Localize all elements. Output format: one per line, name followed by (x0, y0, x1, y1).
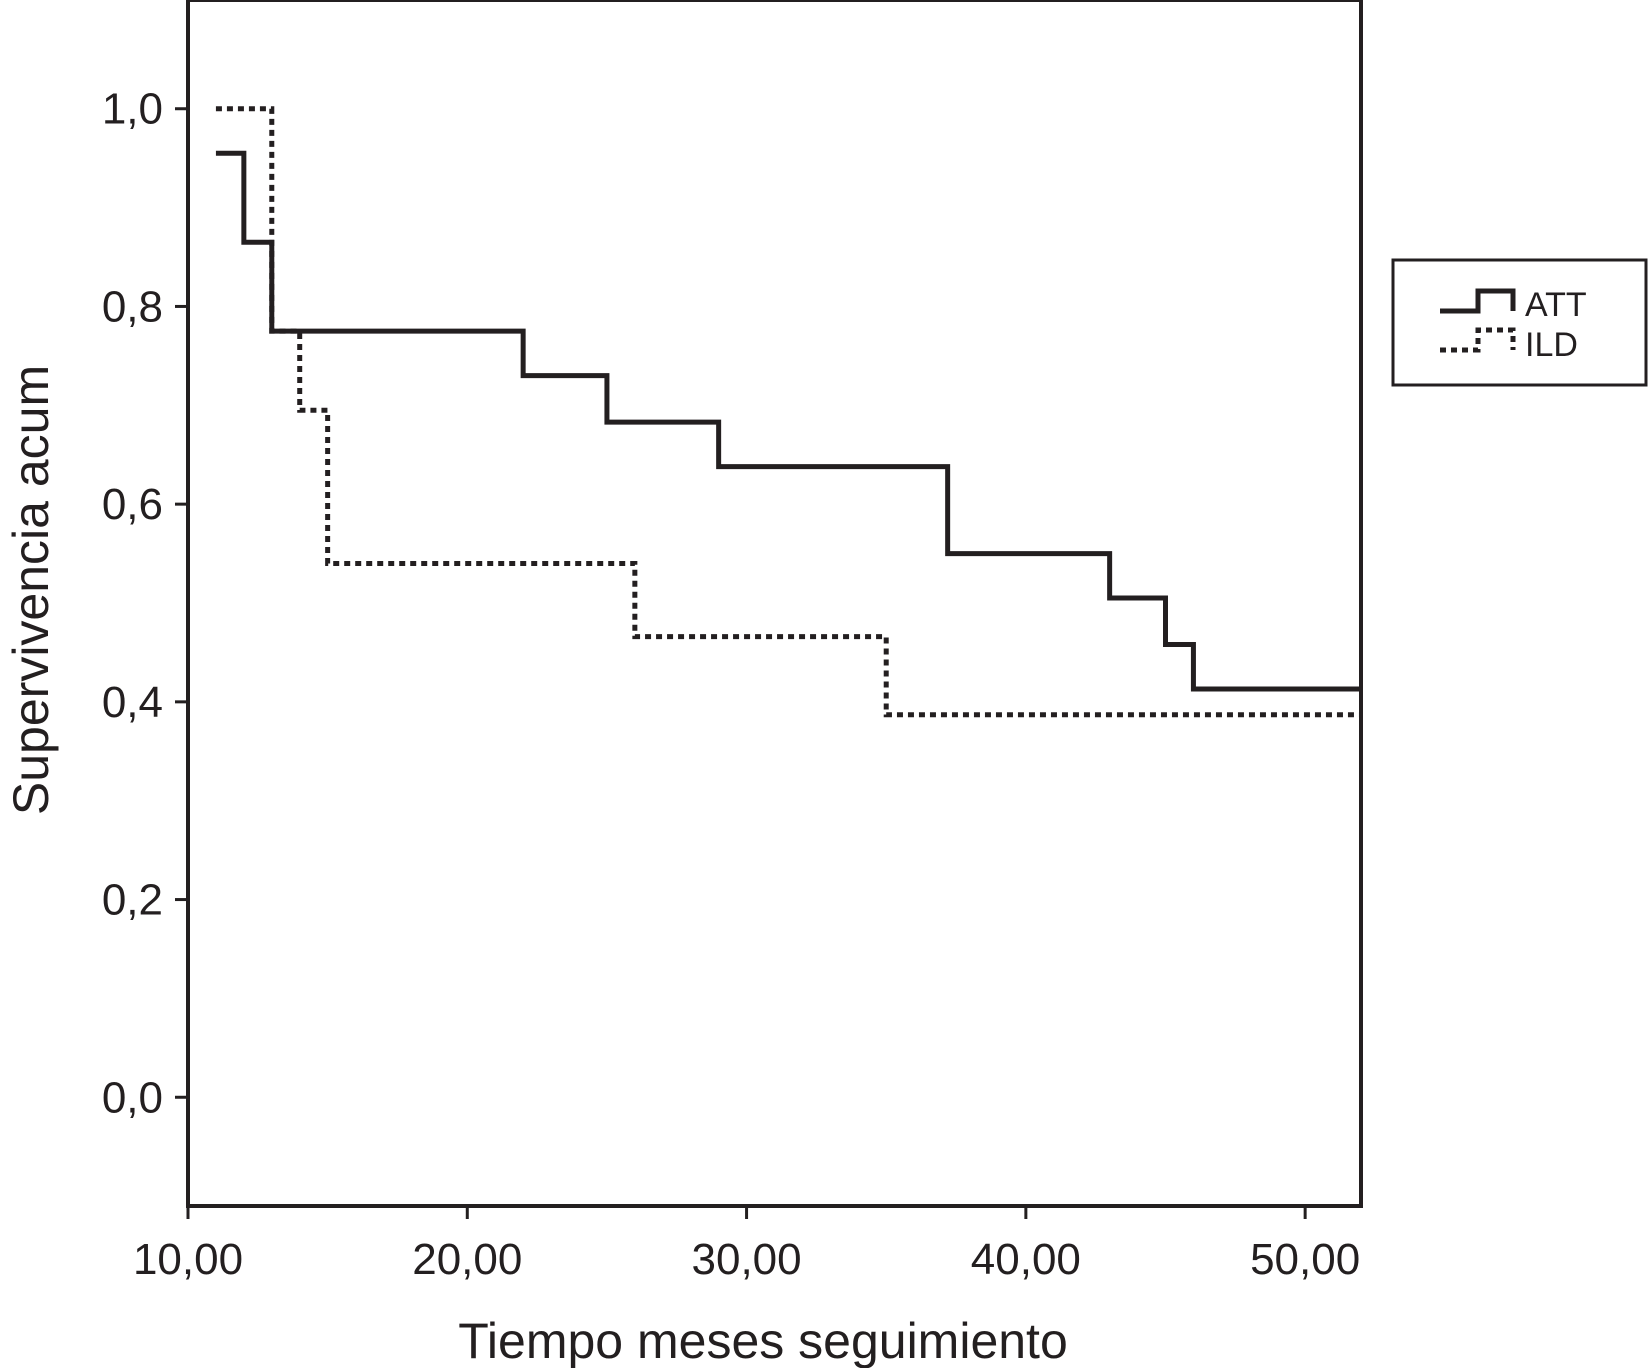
series-line-ild (215, 106, 1361, 718)
series-line-att (215, 150, 1361, 692)
y-axis: 0,0 0,2 0,4 0,6 0,8 1,0 (102, 85, 188, 1122)
y-tick-label-1: 0,2 (102, 876, 163, 925)
x-tick-label-0: 10,00 (133, 1235, 243, 1284)
series-layer (215, 106, 1361, 718)
y-axis-title: Supervivencia acum (3, 365, 59, 815)
y-tick-label-0: 0,0 (102, 1073, 163, 1122)
y-tick-label-2: 0,4 (102, 678, 163, 727)
legend-swatch-ild (1440, 327, 1516, 353)
legend-label-att: ATT (1525, 286, 1587, 324)
x-axis-title: Tiempo meses seguimiento (458, 1313, 1068, 1368)
y-tick-label-3: 0,6 (102, 480, 163, 529)
legend: ATT ILD (1391, 258, 1648, 387)
x-tick-label-3: 40,00 (971, 1235, 1081, 1284)
x-axis: 10,00 20,00 30,00 40,00 50,00 (133, 1206, 1360, 1284)
plot-frame (186, 0, 1363, 1208)
legend-box (1391, 258, 1648, 387)
x-tick-label-1: 20,00 (412, 1235, 522, 1284)
legend-swatch-att (1440, 288, 1516, 314)
y-tick-label-5: 1,0 (102, 85, 163, 134)
x-tick-label-4: 50,00 (1250, 1235, 1360, 1284)
y-tick-label-4: 0,8 (102, 282, 163, 331)
x-tick-label-2: 30,00 (692, 1235, 802, 1284)
legend-label-ild: ILD (1525, 326, 1578, 364)
